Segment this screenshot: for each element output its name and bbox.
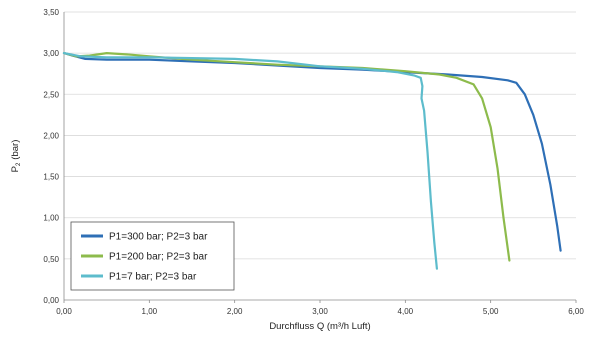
y-tick-label: 2,50 bbox=[43, 90, 59, 99]
y-tick-label: 1,00 bbox=[43, 214, 59, 223]
x-tick-label: 1,00 bbox=[142, 307, 158, 316]
x-tick-label: 4,00 bbox=[398, 307, 414, 316]
y-tick-label: 0,50 bbox=[43, 255, 59, 264]
y-tick-labels: 0,00 0,50 1,00 1,50 2,00 2,50 3,00 3,50 bbox=[43, 8, 59, 305]
x-tick-label: 5,00 bbox=[483, 307, 499, 316]
y-tick-label: 3,50 bbox=[43, 8, 59, 17]
legend-label-2: P1=200 bar; P2=3 bar bbox=[109, 252, 208, 263]
x-tick-labels: 0,00 1,00 2,00 3,00 4,00 5,00 6,00 bbox=[56, 300, 584, 316]
legend-label-1: P1=300 bar; P2=3 bar bbox=[109, 232, 208, 243]
series-line-1 bbox=[62, 51, 562, 252]
y-tick-label: 2,00 bbox=[43, 131, 59, 140]
y-axis-title-main: P bbox=[10, 166, 21, 172]
legend: P1=300 bar; P2=3 bar P1=200 bar; P2=3 bar… bbox=[70, 221, 235, 291]
y-tick-label: 0,00 bbox=[43, 296, 59, 305]
x-tick-label: 3,00 bbox=[312, 307, 328, 316]
y-axis-title: P2 (bar) bbox=[10, 140, 22, 173]
grid-lines bbox=[64, 11, 576, 260]
legend-items: P1=300 bar; P2=3 bar P1=200 bar; P2=3 bar… bbox=[81, 232, 208, 283]
x-tick-label: 6,00 bbox=[568, 307, 584, 316]
x-tick-label: 0,00 bbox=[56, 307, 72, 316]
y-tick-label: 1,50 bbox=[43, 173, 59, 182]
series-line-3 bbox=[62, 51, 438, 270]
y-axis-title-unit: (bar) bbox=[10, 140, 21, 160]
series-lines bbox=[62, 51, 562, 270]
x-tick-label: 2,00 bbox=[227, 307, 243, 316]
y-axis-title-subscript: 2 bbox=[16, 162, 22, 166]
y-tick-label: 3,00 bbox=[43, 49, 59, 58]
x-axis-title: Durchfluss Q (m³/h Luft) bbox=[269, 321, 370, 332]
legend-label-3: P1=7 bar; P2=3 bar bbox=[109, 272, 197, 283]
